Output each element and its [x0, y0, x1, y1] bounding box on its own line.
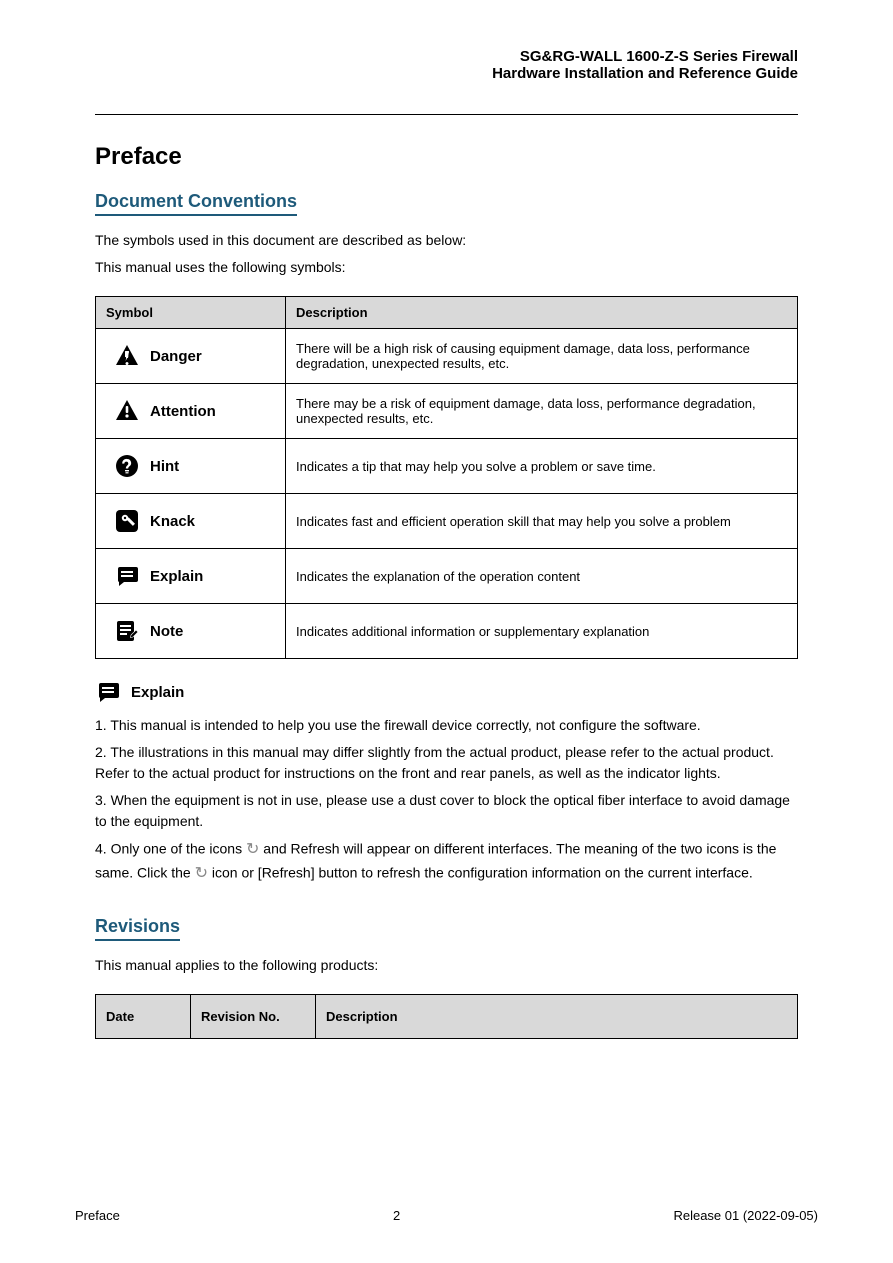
footer-right: Release 01 (2022-09-05): [673, 1208, 818, 1223]
symbol-cell: Note: [96, 604, 286, 659]
intro-text-2: This manual uses the following symbols:: [95, 257, 798, 278]
symbol-desc: Indicates additional information or supp…: [286, 604, 798, 659]
symbol-cell: Knack: [96, 494, 286, 549]
explain-label: Explain: [131, 684, 184, 701]
product-line: SG&RG-WALL 1600-Z-S Series Firewall: [520, 48, 798, 65]
explain-paragraph: 3. When the equipment is not in use, ple…: [95, 790, 798, 832]
rev-head-date: Date: [96, 995, 191, 1039]
explain-paragraph: 2. The illustrations in this manual may …: [95, 742, 798, 784]
symbol-label: Attention: [150, 403, 216, 420]
col-head-desc: Description: [286, 297, 798, 329]
footer-left: Preface: [75, 1208, 120, 1223]
symbol-cell: Explain: [96, 549, 286, 604]
symbol-cell: Danger: [96, 329, 286, 384]
page-title: Preface: [95, 143, 798, 171]
table-row: Knack Indicates fast and efficient operat…: [96, 494, 798, 549]
symbol-label: Explain: [150, 568, 203, 585]
symbol-table: Symbol Description Danger There will be a…: [95, 296, 798, 659]
header-rule: [95, 114, 798, 115]
table-row: Hint Indicates a tip that may help you so…: [96, 439, 798, 494]
refresh-icon: ↻: [195, 862, 208, 886]
knack-icon: [114, 508, 140, 534]
page-footer: Preface 2 Release 01 (2022-09-05): [75, 1208, 818, 1223]
intro-text-1: The symbols used in this document are de…: [95, 230, 798, 251]
footer-page: 2: [120, 1208, 674, 1223]
col-head-symbol: Symbol: [96, 297, 286, 329]
explain-icon: [114, 563, 140, 589]
symbol-cell: Attention: [96, 384, 286, 439]
symbol-desc: Indicates the explanation of the operati…: [286, 549, 798, 604]
explain-callout: Explain: [95, 679, 798, 705]
symbol-desc: There will be a high risk of causing equ…: [286, 329, 798, 384]
table-row: Attention There may be a risk of equipmen…: [96, 384, 798, 439]
note-icon: [114, 618, 140, 644]
symbol-label: Hint: [150, 458, 179, 475]
symbol-label: Knack: [150, 513, 195, 530]
section-heading-revisions: Revisions: [95, 916, 180, 941]
doc-title: Hardware Installation and Reference Guid…: [492, 65, 798, 82]
symbol-label: Danger: [150, 348, 202, 365]
symbol-cell: Hint: [96, 439, 286, 494]
symbol-desc: Indicates a tip that may help you solve …: [286, 439, 798, 494]
symbol-label: Note: [150, 623, 183, 640]
attention-icon: [114, 398, 140, 424]
product-header: SG&RG-WALL 1600-Z-S Series Firewall Hard…: [492, 48, 798, 82]
revisions-table: Date Revision No. Description: [95, 994, 798, 1039]
table-row: Explain Indicates the explanation of the …: [96, 549, 798, 604]
explain-paragraph: 4. Only one of the icons ↻ and Refresh w…: [95, 838, 798, 886]
symbol-desc: There may be a risk of equipment damage,…: [286, 384, 798, 439]
danger-icon: [114, 343, 140, 369]
rev-head-desc: Description: [316, 995, 798, 1039]
refresh-icon: ↻: [246, 838, 259, 862]
explain-paragraphs: 1. This manual is intended to help you u…: [95, 715, 798, 886]
explain-paragraph: 1. This manual is intended to help you u…: [95, 715, 798, 736]
rev-head-version: Revision No.: [191, 995, 316, 1039]
revisions-intro: This manual applies to the following pro…: [95, 955, 798, 976]
section-heading-conventions: Document Conventions: [95, 191, 297, 216]
hint-icon: [114, 453, 140, 479]
explain-icon: [95, 679, 121, 705]
symbol-desc: Indicates fast and efficient operation s…: [286, 494, 798, 549]
table-row: Note Indicates additional information or …: [96, 604, 798, 659]
table-row: Danger There will be a high risk of causi…: [96, 329, 798, 384]
